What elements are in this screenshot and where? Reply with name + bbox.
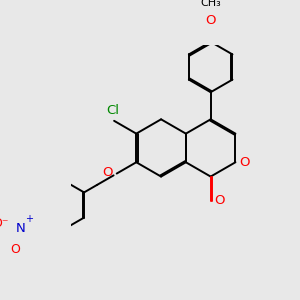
Text: O: O bbox=[214, 194, 225, 207]
Text: O⁻: O⁻ bbox=[0, 217, 9, 230]
Text: CH₃: CH₃ bbox=[200, 0, 221, 8]
Text: Cl: Cl bbox=[106, 104, 119, 117]
Text: N: N bbox=[16, 222, 26, 236]
Text: +: + bbox=[26, 214, 33, 224]
Text: O: O bbox=[11, 243, 20, 256]
Text: O: O bbox=[103, 167, 113, 179]
Text: O: O bbox=[239, 156, 250, 169]
Text: O: O bbox=[206, 14, 216, 27]
